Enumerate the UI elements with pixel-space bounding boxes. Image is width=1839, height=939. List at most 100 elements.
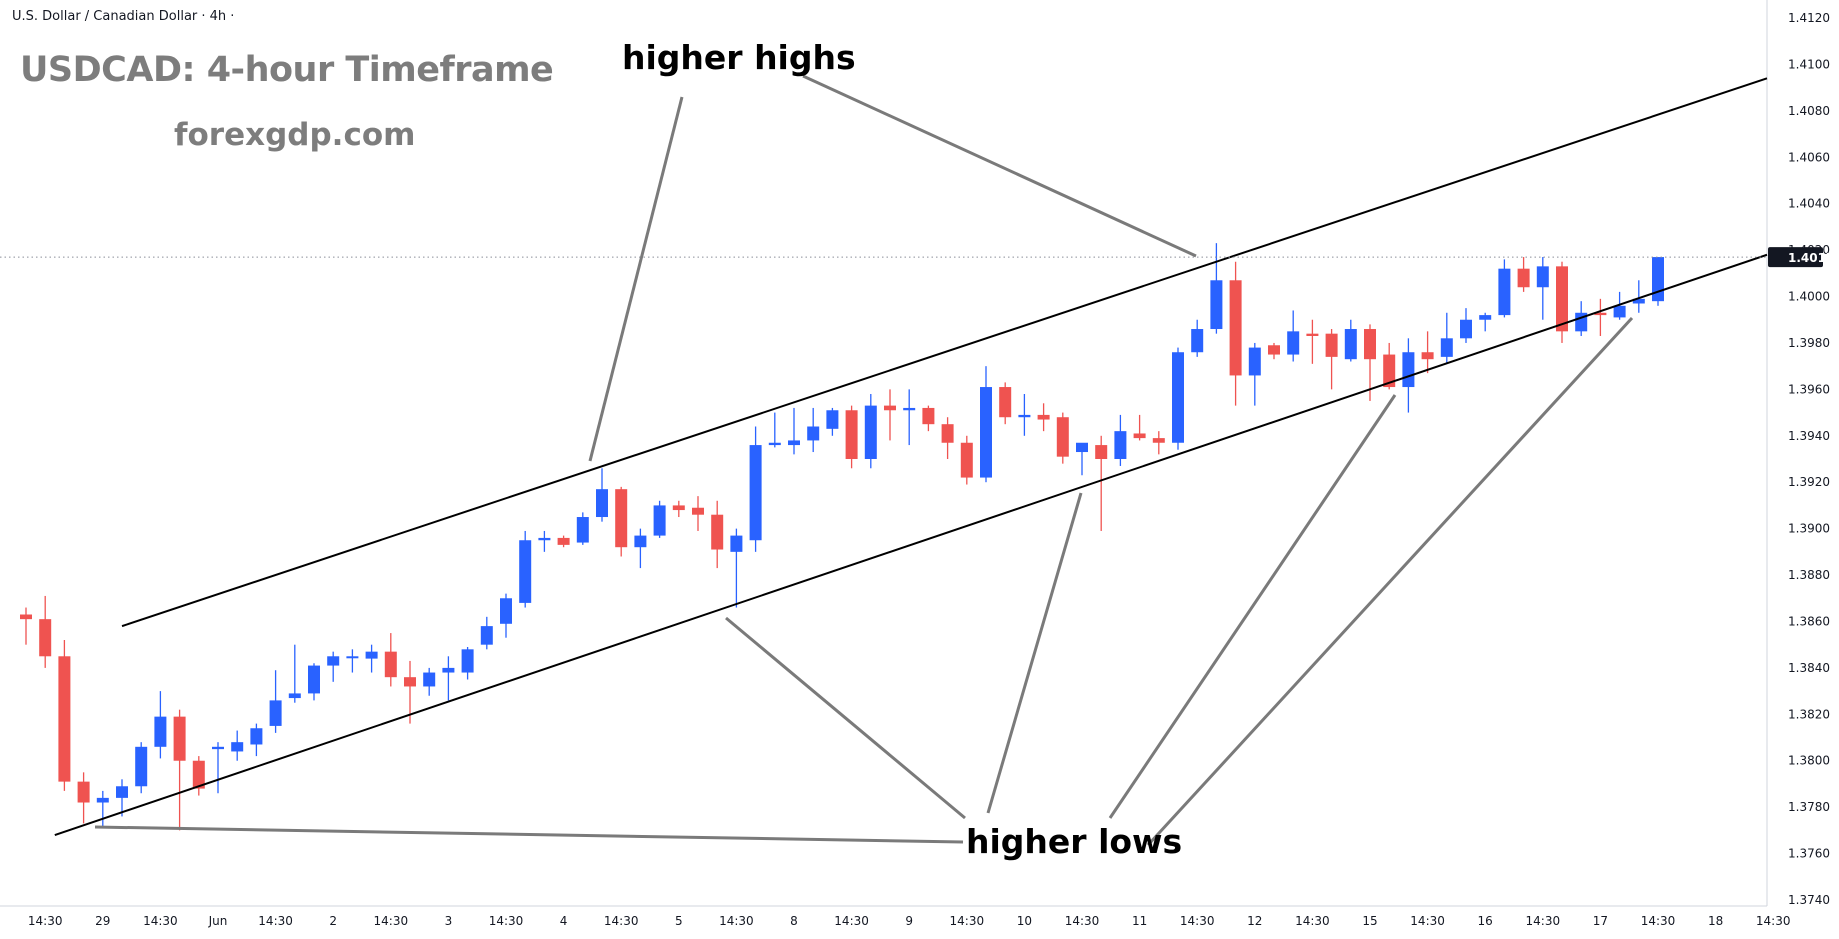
price-tick-label: 1.4040 bbox=[1788, 197, 1830, 211]
candle-body bbox=[1133, 433, 1146, 439]
candle-body bbox=[154, 716, 167, 747]
candle-body bbox=[500, 598, 512, 624]
candle bbox=[692, 496, 704, 531]
plot-area bbox=[0, 0, 1768, 907]
time-tick-label: 11 bbox=[1132, 914, 1147, 928]
price-tick-label: 1.3860 bbox=[1788, 614, 1830, 628]
candle-body bbox=[615, 489, 628, 548]
candle bbox=[1556, 261, 1568, 343]
candle bbox=[58, 640, 71, 791]
candle bbox=[77, 772, 90, 824]
candle-body bbox=[308, 665, 320, 694]
candle-body bbox=[826, 410, 839, 429]
candle bbox=[653, 500, 666, 538]
candle-body bbox=[442, 667, 455, 673]
candle-body bbox=[384, 651, 397, 678]
price-tick-label: 1.3920 bbox=[1788, 475, 1830, 489]
candle-body bbox=[1344, 329, 1357, 360]
candle bbox=[250, 723, 263, 757]
upper-trendline bbox=[121, 77, 1768, 628]
candle bbox=[1498, 259, 1511, 318]
time-tick-label: 17 bbox=[1593, 914, 1608, 928]
candle-body bbox=[1652, 257, 1664, 302]
candle bbox=[500, 593, 512, 638]
candle bbox=[269, 670, 282, 733]
time-tick-label: 8 bbox=[790, 914, 798, 928]
candle bbox=[442, 656, 455, 701]
candle bbox=[1248, 342, 1261, 406]
candles-group bbox=[20, 243, 1664, 831]
time-tick-label: 12 bbox=[1247, 914, 1262, 928]
candle-body bbox=[672, 505, 685, 511]
candle bbox=[1364, 324, 1376, 401]
candle-body bbox=[1594, 312, 1607, 316]
candle-body bbox=[77, 781, 90, 803]
time-tick-label: 16 bbox=[1478, 914, 1493, 928]
candle-body bbox=[212, 746, 224, 750]
candle bbox=[1325, 329, 1338, 390]
time-tick-label: Jun bbox=[208, 914, 228, 928]
candle-body bbox=[576, 517, 589, 543]
higher-lows-pointer-5 bbox=[94, 825, 964, 844]
price-axis: 1.41201.41001.40801.40601.40401.40201.40… bbox=[1788, 11, 1830, 907]
candle-body bbox=[1460, 319, 1472, 339]
candle-body bbox=[461, 649, 474, 673]
candle bbox=[826, 407, 839, 436]
candle-body bbox=[250, 728, 263, 745]
candle-body bbox=[1210, 280, 1223, 330]
candle-body bbox=[1114, 431, 1127, 459]
candle-body bbox=[39, 619, 52, 657]
candle bbox=[672, 500, 685, 518]
candle-body bbox=[1076, 442, 1088, 453]
last-price-marker bbox=[1768, 247, 1823, 268]
candle-body bbox=[96, 797, 109, 803]
candle-body bbox=[1440, 338, 1453, 357]
candle-body bbox=[1364, 329, 1376, 360]
price-tick-label: 1.3980 bbox=[1788, 336, 1830, 350]
candle-body bbox=[1191, 329, 1204, 353]
price-tick-label: 1.3800 bbox=[1788, 754, 1830, 768]
candle-body bbox=[192, 760, 205, 789]
candle bbox=[39, 595, 52, 668]
candle bbox=[519, 530, 532, 608]
time-tick-label: 14:30 bbox=[143, 914, 178, 928]
candle-body bbox=[173, 716, 186, 761]
candle bbox=[1172, 347, 1184, 450]
trendlines-group bbox=[54, 77, 1768, 836]
candle bbox=[980, 366, 992, 483]
candle bbox=[538, 530, 551, 552]
time-tick-label: 14:30 bbox=[1410, 914, 1445, 928]
candle bbox=[596, 468, 608, 522]
candle-body bbox=[269, 700, 282, 726]
candle bbox=[903, 389, 916, 446]
candle bbox=[788, 407, 800, 455]
candle bbox=[807, 407, 820, 453]
candle bbox=[1479, 312, 1492, 332]
website-label: forexgdp.com bbox=[174, 117, 416, 153]
candle-body bbox=[884, 405, 896, 411]
price-tick-label: 1.4100 bbox=[1788, 57, 1830, 71]
candle bbox=[1652, 257, 1664, 306]
time-tick-label: 10 bbox=[1017, 914, 1032, 928]
candle-body bbox=[1287, 331, 1300, 355]
candle bbox=[1632, 280, 1645, 313]
candle-body bbox=[480, 626, 493, 645]
candle-body bbox=[1306, 333, 1319, 336]
time-tick-label: 14:30 bbox=[834, 914, 869, 928]
candle bbox=[1152, 431, 1165, 455]
candle-body bbox=[749, 445, 762, 541]
candle bbox=[960, 435, 973, 485]
symbol-header: U.S. Dollar / Canadian Dollar · 4h · bbox=[12, 9, 235, 24]
last-price-label: 1.4017 bbox=[1788, 251, 1834, 265]
time-tick-label: 14:30 bbox=[604, 914, 639, 928]
candle-body bbox=[1152, 438, 1165, 443]
price-tick-label: 1.3760 bbox=[1788, 847, 1830, 861]
candle bbox=[1536, 257, 1549, 320]
time-tick-label: 14:30 bbox=[1756, 914, 1791, 928]
candle-body bbox=[1037, 414, 1050, 420]
candle-body bbox=[20, 614, 32, 620]
candle bbox=[922, 405, 935, 432]
candle bbox=[884, 389, 896, 441]
time-tick-label: 14:30 bbox=[489, 914, 524, 928]
